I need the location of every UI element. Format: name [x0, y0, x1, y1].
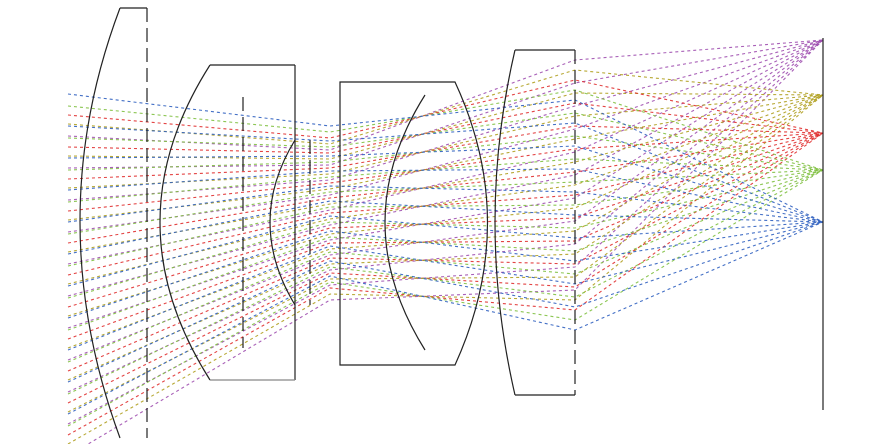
ray-field-4 — [67, 158, 824, 203]
ray-field-3 — [67, 132, 824, 308]
ray-field-5 — [67, 93, 824, 223]
lens1-front-surface — [79, 7, 121, 439]
ray-field-1 — [67, 39, 824, 425]
ray-field-5 — [67, 215, 824, 287]
lens3-front-surface — [269, 139, 296, 306]
ray-field-3 — [67, 102, 824, 154]
ray-field-5 — [67, 221, 824, 383]
ray-field-1 — [67, 39, 824, 265]
ray-field-5 — [67, 221, 824, 351]
ray-field-5 — [67, 221, 824, 319]
ray-field-3 — [67, 132, 824, 404]
ray-field-4 — [67, 169, 824, 427]
ray-field-3 — [67, 132, 824, 436]
ray-field-4 — [67, 169, 824, 363]
lens4-rear-surface — [425, 81, 489, 366]
lens4-inner-surface — [384, 94, 426, 351]
lens-element-4 — [339, 81, 489, 366]
ray-field-4 — [67, 169, 824, 395]
lens-element-5 — [494, 49, 576, 396]
ray-field-4 — [67, 89, 824, 171]
ray-field-5 — [67, 168, 824, 223]
ray-field-3 — [67, 132, 824, 340]
ray-field-5 — [67, 145, 824, 223]
ray-field-3 — [67, 132, 824, 244]
ray-field-2 — [67, 94, 824, 317]
ray-field-4 — [67, 169, 824, 331]
lens4-outline — [339, 81, 425, 366]
ray-field-2 — [67, 94, 824, 444]
ray-field-2 — [67, 69, 824, 145]
ray-field-5 — [67, 122, 824, 223]
ray-field-5 — [67, 200, 824, 255]
ray-field-4 — [67, 169, 824, 267]
ray-field-5 — [67, 221, 824, 415]
ray-field-1 — [67, 39, 824, 201]
ray-field-2 — [67, 94, 824, 413]
ray-field-5 — [67, 185, 824, 223]
rays — [67, 39, 824, 444]
ray-field-4 — [67, 135, 824, 171]
ray-field-4 — [67, 112, 824, 171]
lens-element-1 — [79, 7, 148, 439]
ray-field-1 — [87, 39, 824, 444]
ray-field-1 — [67, 39, 824, 361]
ray-field-2 — [67, 94, 824, 285]
lens2-front-surface — [159, 64, 211, 381]
lens-element-3 — [269, 139, 311, 306]
ray-field-1 — [67, 39, 824, 169]
ray-field-3 — [67, 125, 824, 180]
lens5-front-surface — [494, 49, 516, 396]
ray-field-2 — [67, 94, 824, 381]
ray-field-1 — [67, 39, 824, 151]
ray-field-4 — [67, 169, 824, 235]
lens-element-2 — [159, 64, 296, 381]
ray-field-1 — [67, 39, 824, 297]
ray-field-2 — [67, 94, 824, 189]
